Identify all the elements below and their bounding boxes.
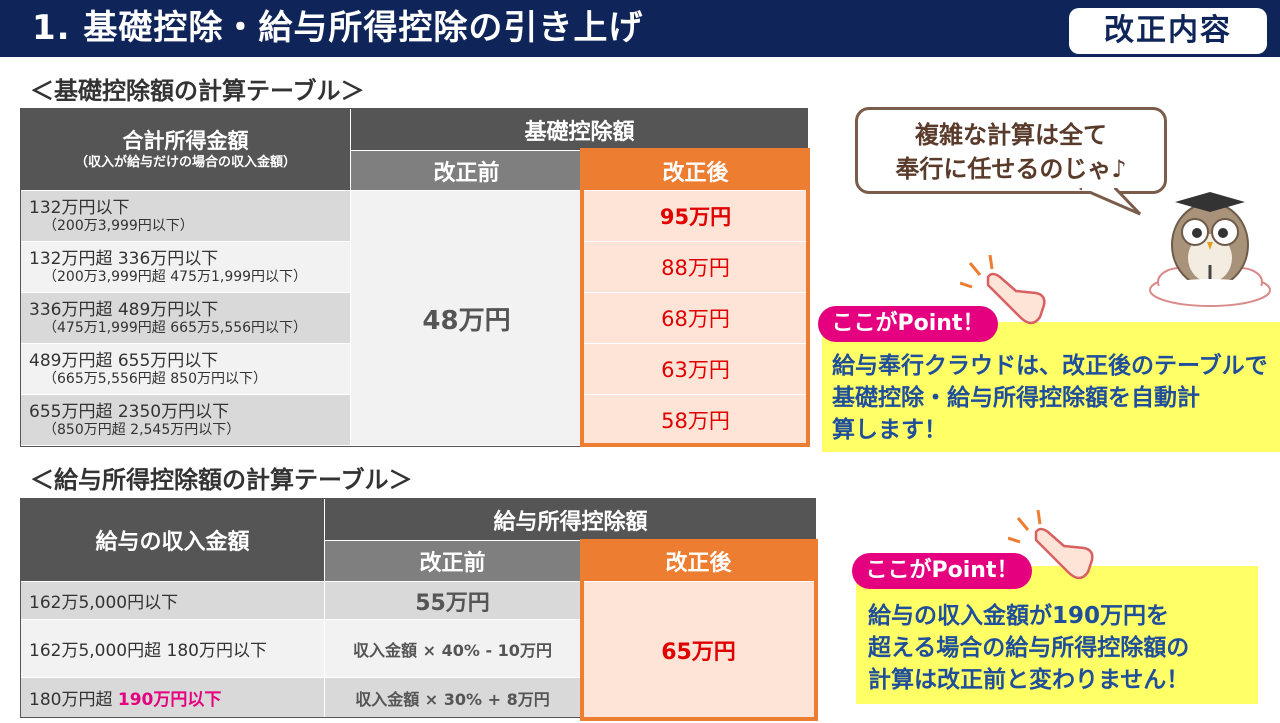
table2-after-value: 65万円 (579, 581, 818, 718)
revision-badge: 改正内容 (1069, 8, 1267, 54)
income-label: （850万円超 2,545万円以下） (43, 421, 241, 438)
table-row: 162万5,000円以下 55万円 65万円 (20, 581, 818, 718)
table2-before-header: 改正前 (324, 540, 581, 582)
table1-before-header: 改正前 (350, 150, 583, 191)
point2-box (856, 566, 1258, 704)
table1-range-cell: 132万円以下 （200万3,999円以下） (20, 190, 351, 242)
table1-range-cell: 489万円超 655万円以下 （665万5,556円超 850万円以下） (20, 343, 351, 395)
table2-group-header: 給与所得控除額 (323, 498, 818, 541)
table2-range-cell: 162万5,000円超 180万円以下 (20, 619, 325, 678)
table-row: 132万円以下 （200万3,999円以下） 48万円 95万円 (20, 190, 810, 446)
table1-col1-header-label: 合計所得金額 (122, 128, 249, 153)
table2-range-cell: 180万円超 190万円以下 (20, 677, 325, 718)
table1-after-value: 63万円 (581, 343, 810, 395)
point2-tag: ここがPoint！ (852, 553, 1032, 589)
table2-before-value: 収入金額 × 30% + 8万円 (324, 677, 581, 718)
range-label: 162万5,000円超 180万円以下 (29, 641, 267, 661)
salary-deduction-table: 給与の収入金額 給与所得控除額 改正前 改正後 162万5,000円以下 55万… (20, 498, 818, 718)
table1-after-header: 改正後 (581, 150, 810, 191)
point1-tag: ここがPoint！ (818, 306, 998, 342)
page-title: 1. 基礎控除・給与所得控除の引き上げ (32, 8, 644, 48)
table1-range-cell: 655万円超 2350万円以下 （850万円超 2,545万円以下） (20, 394, 351, 446)
point2-line-1: 給与の収入金額が190万円を (868, 603, 1170, 629)
bubble-line-2: 奉行に任せるのじゃ♪ (895, 155, 1127, 183)
range-highlight: 190万円以下 (117, 690, 222, 710)
table1-col1-header-sub: （収入が給与だけの場合の収入金額） (74, 154, 296, 170)
range-label: 132万円以下 (29, 197, 130, 218)
point2-line-3: 計算は改正前と変わりません！ (868, 667, 1190, 693)
owl-mascot-icon (1149, 192, 1271, 307)
table2-title: ＜給与所得控除額の計算テーブル＞ (30, 466, 413, 494)
table1-after-value: 68万円 (581, 292, 810, 344)
table1-title: ＜基礎控除額の計算テーブル＞ (30, 77, 365, 105)
table1-after-value: 95万円 (581, 190, 810, 242)
pointing-hand-icon (960, 255, 1046, 325)
table2-range-cell: 162万5,000円以下 (20, 581, 325, 620)
table2-before-value: 55万円 (324, 581, 581, 620)
table1-range-cell: 336万円超 489万円以下 （475万1,999円超 665万5,556円以下… (20, 292, 351, 344)
point1-line-2: 基礎控除・給与所得控除額を自動計 (832, 385, 1200, 411)
point1-line-3: 算します！ (832, 417, 947, 443)
point2-line-2: 超える場合の給与所得控除額の (868, 635, 1190, 661)
range-label: 162万5,000円以下 (29, 593, 179, 613)
basic-deduction-table: 合計所得金額 （収入が給与だけの場合の収入金額） 基礎控除額 改正前 改正後 1… (20, 108, 810, 446)
table1-group-header: 基礎控除額 (349, 108, 810, 151)
income-label: （200万3,999円超 475万1,999円以下） (43, 268, 308, 285)
table2-before-value: 収入金額 × 40% - 10万円 (324, 619, 581, 678)
income-label: （665万5,556円超 850万円以下） (43, 370, 267, 387)
table2-after-header: 改正後 (579, 540, 818, 582)
table1-after-value: 88万円 (581, 241, 810, 293)
income-label: （200万3,999円以下） (43, 217, 194, 234)
speech-bubble: 複雑な計算は全て 奉行に任せるのじゃ♪ (855, 107, 1167, 194)
range-label: 655万円超 2350万円以下 (29, 401, 230, 422)
pointing-hand-icon (1008, 510, 1094, 580)
header-bar: 1. 基礎控除・給与所得控除の引き上げ 改正内容 (0, 0, 1280, 57)
table1-after-value: 58万円 (581, 394, 810, 446)
table1-before-value: 48万円 (350, 190, 583, 446)
range-label: 489万円超 655万円以下 (29, 350, 219, 371)
range-label: 336万円超 489万円以下 (29, 299, 219, 320)
bubble-line-1: 複雑な計算は全て (915, 121, 1107, 149)
table1-range-cell: 132万円超 336万円以下 （200万3,999円超 475万1,999円以下… (20, 241, 351, 293)
point1-line-1: 給与奉行クラウドは、改正後のテーブルで (832, 353, 1268, 379)
range-label: 180万円超 (29, 690, 118, 710)
income-label: （475万1,999円超 665万5,556円以下） (43, 319, 308, 336)
bubble-tail (1079, 188, 1142, 216)
point1-box (822, 322, 1280, 452)
range-label: 132万円超 336万円以下 (29, 248, 219, 269)
table2-col1-header: 給与の収入金額 (20, 498, 325, 582)
table1-col1-header: 合計所得金額 （収入が給与だけの場合の収入金額） (20, 108, 351, 191)
